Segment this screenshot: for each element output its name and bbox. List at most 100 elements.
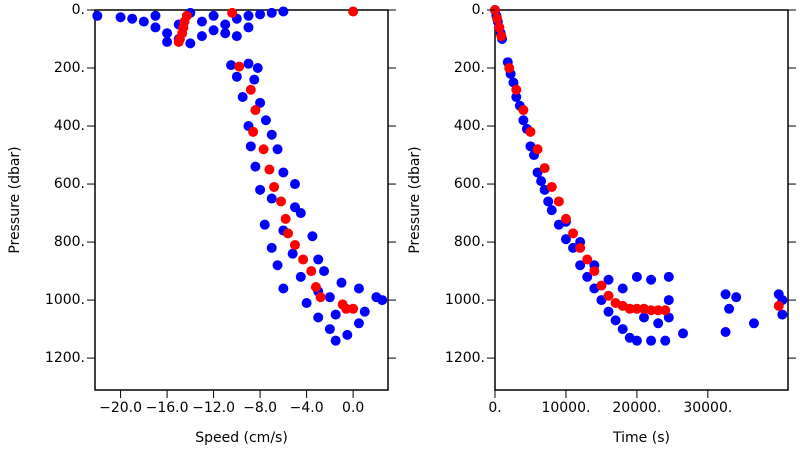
point <box>319 266 330 277</box>
point <box>283 228 294 239</box>
point <box>289 239 300 250</box>
point <box>162 28 173 39</box>
point <box>208 25 219 36</box>
point <box>276 196 287 207</box>
point <box>306 266 317 277</box>
point <box>553 196 564 207</box>
point <box>138 16 149 27</box>
point <box>220 19 231 30</box>
point <box>511 92 522 103</box>
point <box>678 328 689 339</box>
point <box>264 164 275 175</box>
point <box>336 277 347 288</box>
point <box>245 141 256 152</box>
point <box>250 105 261 116</box>
point <box>243 58 254 69</box>
point <box>324 324 335 335</box>
point <box>348 303 359 314</box>
x-tick-label: 10000. <box>541 400 590 416</box>
y-tick-label: 800. <box>54 234 85 250</box>
point <box>258 144 269 155</box>
point <box>295 271 306 282</box>
point <box>231 71 242 82</box>
point <box>248 126 259 137</box>
y-tick-label: 200. <box>54 60 85 76</box>
point <box>173 36 184 47</box>
point <box>720 289 731 300</box>
point <box>511 84 522 95</box>
point <box>307 231 318 242</box>
point <box>208 10 219 21</box>
point <box>624 303 635 314</box>
point <box>660 335 671 346</box>
point <box>289 179 300 190</box>
point <box>646 335 657 346</box>
x-tick-label: −8.0 <box>243 400 277 416</box>
y-tick-label: 1200. <box>45 350 85 366</box>
point <box>266 7 277 18</box>
point <box>150 22 161 33</box>
point <box>269 181 280 192</box>
point <box>568 228 579 239</box>
point <box>731 292 742 303</box>
point <box>196 31 207 42</box>
x-tick-label: 30000. <box>683 400 732 416</box>
point <box>617 283 628 294</box>
point <box>231 31 242 42</box>
point <box>653 305 664 316</box>
point <box>663 295 674 306</box>
point <box>777 309 788 320</box>
point <box>245 84 256 95</box>
y-axis-label: Pressure (dbar) <box>407 146 423 253</box>
y-tick-label: 400. <box>454 118 485 134</box>
point <box>255 184 266 195</box>
point <box>646 305 657 316</box>
point <box>255 9 266 20</box>
y-tick-label: 200. <box>454 60 485 76</box>
point <box>260 115 271 126</box>
point <box>341 303 352 314</box>
plot-frame <box>94 9 389 391</box>
point <box>227 7 238 18</box>
point <box>266 242 277 253</box>
x-tick-label: 20000. <box>612 400 661 416</box>
x-tick-label: −20.0 <box>99 400 142 416</box>
point <box>638 312 649 323</box>
x-axis-label: Speed (cm/s) <box>195 430 288 446</box>
point <box>298 254 309 265</box>
point <box>278 167 289 178</box>
point <box>315 292 326 303</box>
x-tick-label: 0. <box>488 400 501 416</box>
point <box>234 61 245 72</box>
point <box>278 283 289 294</box>
point <box>575 260 586 271</box>
point <box>348 6 359 17</box>
x-axis-label: Time (s) <box>612 430 670 446</box>
point <box>272 144 283 155</box>
y-tick-label: 400. <box>54 118 85 134</box>
x-tick-label: 0.0 <box>342 400 364 416</box>
point <box>773 300 784 311</box>
point <box>324 292 335 303</box>
point <box>313 312 324 323</box>
y-axis-label: Pressure (dbar) <box>7 146 23 253</box>
point <box>720 326 731 337</box>
y-tick-label: 600. <box>454 176 485 192</box>
point <box>603 290 614 301</box>
point <box>185 38 196 49</box>
point <box>532 144 543 155</box>
point <box>243 22 254 33</box>
y-tick-label: 0. <box>472 2 485 18</box>
point <box>115 12 126 23</box>
point <box>287 248 298 259</box>
point <box>631 335 642 346</box>
point <box>631 303 642 314</box>
point <box>663 271 674 282</box>
plot-frame <box>494 9 789 391</box>
point <box>748 318 759 329</box>
point <box>249 74 260 85</box>
point <box>237 92 248 103</box>
point <box>359 306 370 317</box>
point <box>226 60 237 71</box>
